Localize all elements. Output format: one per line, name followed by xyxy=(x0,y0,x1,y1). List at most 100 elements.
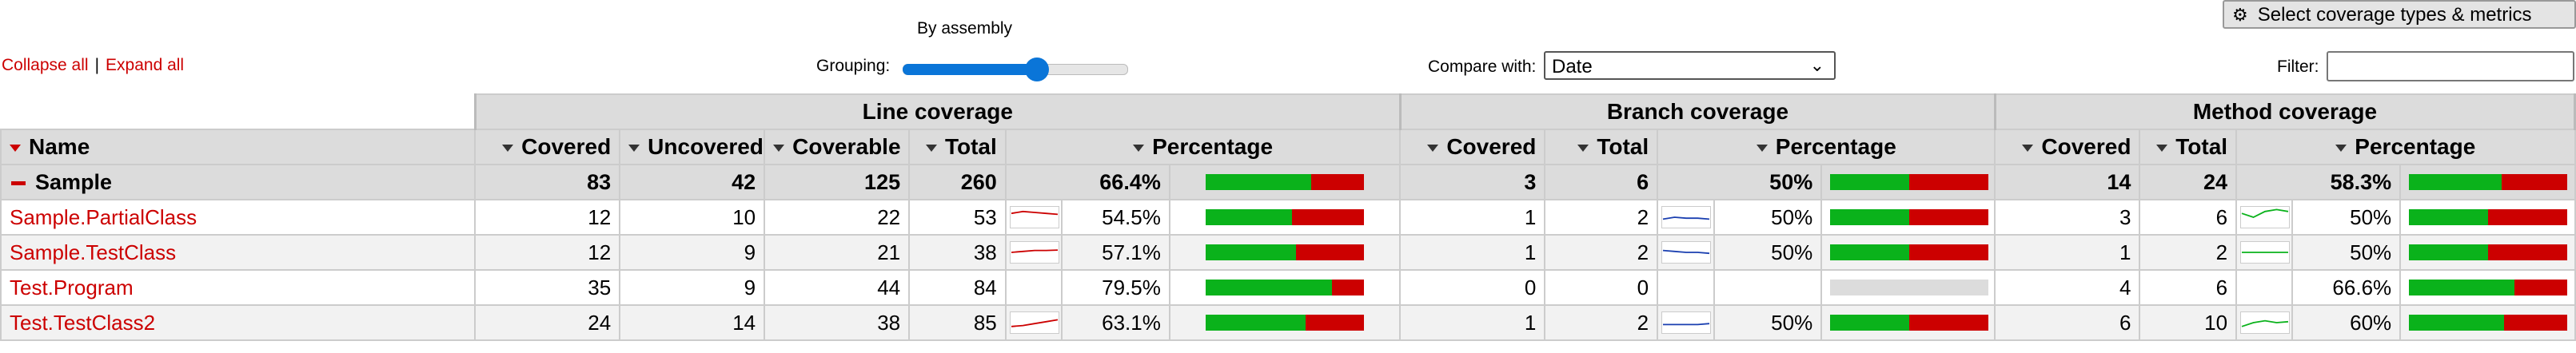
class-name-cell[interactable]: Sample.TestClass xyxy=(0,234,477,271)
method-percentage-cell: 50% xyxy=(2291,234,2402,271)
total-column-header[interactable]: Total xyxy=(908,129,1007,165)
coverable-column-header[interactable]: Coverable xyxy=(764,129,911,165)
coverage-bar xyxy=(1830,315,1989,331)
line-history-cell xyxy=(1004,234,1063,271)
class-name-cell[interactable]: Test.Program xyxy=(0,269,477,306)
coverage-table: Line coverage Branch coverage Method cov… xyxy=(0,93,2576,341)
name-column-header[interactable]: Name xyxy=(0,129,477,165)
coverage-bar xyxy=(1206,174,1365,190)
coverable-cell: 125 xyxy=(764,164,911,200)
filter-label: Filter: xyxy=(2277,58,2319,76)
branch-history-cell xyxy=(1657,199,1715,236)
percentage-column-header[interactable]: Percentage xyxy=(1004,129,1402,165)
coverage-bar-empty xyxy=(1830,280,1989,295)
branch-percentage-column-header[interactable]: Percentage xyxy=(1657,129,1996,165)
total-header-label: Total xyxy=(944,134,997,159)
coverage-bar-uncovered xyxy=(1909,174,1989,190)
total-cell: 38 xyxy=(908,234,1007,271)
percentage-header-label: Percentage xyxy=(1152,134,1274,159)
coverage-bar xyxy=(1830,209,1989,225)
branch-covered-cell: 1 xyxy=(1399,199,1546,236)
method-total-cell: 6 xyxy=(2139,269,2238,306)
branch-covered-column-header[interactable]: Covered xyxy=(1399,129,1546,165)
branch-bar-cell xyxy=(1820,199,1996,236)
class-row[interactable]: Sample.PartialClass 12 10 22 53 54.5% 1 2 50% 3 6 5… xyxy=(0,199,2576,236)
coverage-bar-uncovered xyxy=(1909,244,1989,260)
uncovered-cell: 10 xyxy=(619,199,766,236)
covered-cell: 24 xyxy=(474,304,621,341)
sort-down-icon xyxy=(1577,145,1589,153)
assembly-name: Sample xyxy=(35,169,113,194)
coverable-cell: 22 xyxy=(764,199,911,236)
line-history-cell xyxy=(1004,304,1063,341)
sort-down-icon xyxy=(10,145,21,153)
sort-down-icon xyxy=(628,145,640,153)
class-name-cell[interactable]: Sample.PartialClass xyxy=(0,199,477,236)
collapse-all-link[interactable]: Collapse all xyxy=(2,56,89,74)
coverage-bar xyxy=(2409,209,2568,225)
method-percentage-cell: 50% xyxy=(2291,199,2402,236)
total-cell: 260 xyxy=(908,164,1007,200)
method-covered-column-header[interactable]: Covered xyxy=(1994,129,2141,165)
covered-cell: 83 xyxy=(474,164,621,200)
method-bar-cell xyxy=(2399,164,2576,200)
coverage-bar-uncovered xyxy=(2503,315,2568,331)
coverage-bar-covered xyxy=(2409,244,2489,260)
history-sparkline xyxy=(1009,311,1059,334)
method-covered-cell: 1 xyxy=(1994,234,2141,271)
coverage-bar-covered xyxy=(1830,209,1910,225)
group-header-row: Line coverage Branch coverage Method cov… xyxy=(1,93,2576,130)
assembly-summary-row[interactable]: Sample 83 42 125 260 66.4% 3 6 50% 14 24 58.3% xyxy=(0,164,2576,200)
compare-selected-value: Date xyxy=(1552,56,1593,77)
branch-covered-cell: 1 xyxy=(1399,304,1546,341)
expand-all-link[interactable]: Expand all xyxy=(106,56,185,74)
uncovered-column-header[interactable]: Uncovered xyxy=(619,129,766,165)
method-total-column-header[interactable]: Total xyxy=(2139,129,2238,165)
percentage-cell: 54.5% xyxy=(1061,199,1170,236)
branch-percentage-cell xyxy=(1713,269,1823,306)
filter-input[interactable] xyxy=(2327,51,2574,81)
history-sparkline xyxy=(1009,206,1059,228)
method-percentage-cell: 60% xyxy=(2291,304,2402,341)
coverable-cell: 38 xyxy=(764,304,911,341)
coverage-bar xyxy=(1830,244,1989,260)
history-sparkline xyxy=(1009,241,1059,264)
branch-total-cell: 2 xyxy=(1544,234,1659,271)
branch-total-column-header[interactable]: Total xyxy=(1544,129,1659,165)
class-row[interactable]: Test.TestClass2 24 14 38 85 63.1% 1 2 50% 6 10 60% xyxy=(0,304,2576,341)
compare-select[interactable]: Date ⌄ xyxy=(1544,51,1836,80)
branch-covered-header-label: Covered xyxy=(1446,134,1537,159)
compare-label: Compare with: xyxy=(1428,58,1537,76)
method-percentage-column-header[interactable]: Percentage xyxy=(2235,129,2576,165)
covered-column-header[interactable]: Covered xyxy=(474,129,621,165)
history-sparkline xyxy=(2240,311,2291,334)
select-coverage-button[interactable]: ⚙ Select coverage types & metrics xyxy=(2223,0,2576,29)
coverage-bar-covered xyxy=(1206,209,1293,225)
method-history-cell xyxy=(2235,234,2294,271)
grouping-slider[interactable] xyxy=(903,58,1128,81)
slider-thumb[interactable] xyxy=(1025,58,1049,81)
coverage-bar-uncovered xyxy=(1310,174,1365,190)
sort-down-icon xyxy=(2156,145,2168,153)
select-coverage-label: Select coverage types & metrics xyxy=(2257,4,2532,26)
class-row[interactable]: Sample.TestClass 12 9 21 38 57.1% 1 2 50% 1 2 50% xyxy=(0,234,2576,271)
uncovered-cell: 42 xyxy=(619,164,766,200)
class-name-cell[interactable]: Test.TestClass2 xyxy=(0,304,477,341)
percentage-bar-cell xyxy=(1168,269,1402,306)
method-history-cell xyxy=(2235,304,2294,341)
uncovered-cell: 9 xyxy=(619,269,766,306)
class-link[interactable]: Sample.TestClass xyxy=(10,240,177,264)
collapse-icon[interactable] xyxy=(11,180,26,185)
gear-icon: ⚙ xyxy=(2232,5,2248,25)
class-row[interactable]: Test.Program 35 9 44 84 79.5% 0 0 4 6 66.6% xyxy=(0,269,2576,306)
coverage-bar-covered xyxy=(1206,315,1306,331)
class-link[interactable]: Test.TestClass2 xyxy=(10,310,156,335)
branch-percentage-cell: 50% xyxy=(1713,234,1823,271)
uncovered-header-label: Uncovered xyxy=(648,134,764,159)
branch-percentage-cell: 50% xyxy=(1713,304,1823,341)
method-percentage-cell: 66.6% xyxy=(2291,269,2402,306)
class-link[interactable]: Sample.PartialClass xyxy=(10,204,197,229)
branch-history-cell xyxy=(1657,304,1715,341)
class-link[interactable]: Test.Program xyxy=(10,275,134,299)
assembly-name-cell[interactable]: Sample xyxy=(0,164,477,200)
